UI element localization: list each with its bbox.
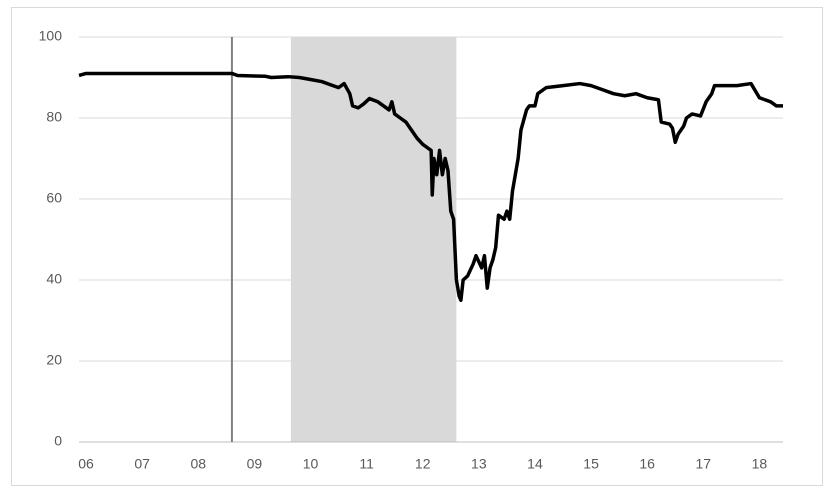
y-tick-label: 40 — [46, 271, 62, 287]
shaded-range — [290, 37, 457, 442]
x-tick-label: 16 — [639, 456, 655, 472]
y-tick-label: 20 — [46, 352, 62, 368]
x-tick-label: 15 — [583, 456, 599, 472]
y-tick-label: 80 — [46, 109, 62, 125]
data-line — [78, 71, 783, 302]
x-tick-label: 12 — [415, 456, 431, 472]
x-tick-label: 18 — [752, 456, 768, 472]
x-tick-label: 17 — [696, 456, 712, 472]
x-tick-label: 08 — [190, 456, 206, 472]
x-tick-label: 13 — [471, 456, 487, 472]
x-tick-label: 07 — [134, 456, 150, 472]
x-tick-label: 09 — [247, 456, 263, 472]
x-tick-label: 14 — [527, 456, 543, 472]
y-tick-label: 100 — [39, 28, 63, 44]
y-tick-label: 60 — [46, 190, 62, 206]
x-tick-label: 06 — [78, 456, 94, 472]
x-tick-label: 10 — [303, 456, 319, 472]
y-tick-label: 0 — [54, 433, 62, 449]
x-tick-label: 11 — [359, 456, 374, 472]
